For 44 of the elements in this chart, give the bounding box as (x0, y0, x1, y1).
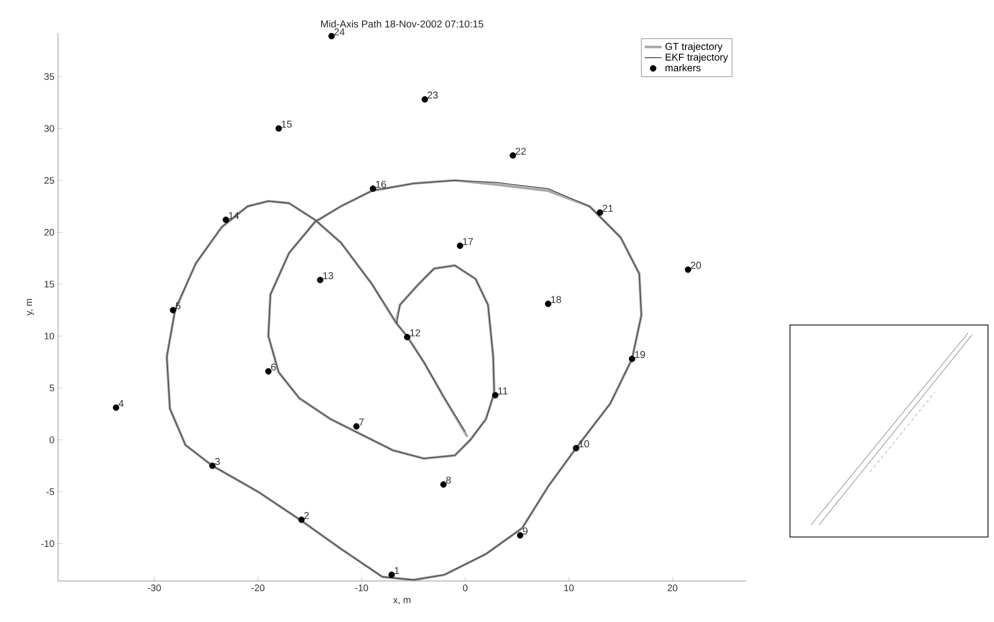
x-tick-label: 0 (462, 584, 468, 592)
annotation: 12 (410, 329, 420, 336)
annotation: 10 (579, 440, 590, 448)
y-tick-label: 20 (44, 228, 54, 236)
annotation: 22 (516, 148, 526, 155)
annotation: 18 (551, 296, 562, 304)
chart-title: Mid-Axis Path 18-Nov-2002 07:10:15 (321, 20, 484, 28)
annotation: 19 (635, 351, 645, 358)
legend-label: markers (666, 64, 701, 72)
legend-label: EKF trajectory (666, 53, 728, 63)
annotation: 2 (304, 512, 309, 519)
x-tick-label: 10 (564, 584, 574, 592)
annotation: 21 (602, 204, 613, 212)
annotation: 15 (282, 120, 292, 128)
legend-label: GT trajectory (665, 42, 722, 52)
annotation: 23 (428, 92, 438, 99)
x-tick-label: -30 (148, 584, 161, 592)
y-axis-title: y, m (26, 299, 34, 316)
y-tick-label: -5 (46, 488, 54, 496)
y-tick-label: 5 (50, 384, 54, 392)
annotation: 6 (271, 363, 276, 371)
annotation: 24 (334, 28, 345, 36)
annotation: 4 (118, 400, 124, 407)
annotation: 13 (323, 272, 334, 280)
x-tick-label: -10 (355, 584, 368, 592)
annotation: 1 (394, 567, 400, 574)
annotation: 7 (359, 418, 364, 426)
annotation: 20 (690, 262, 701, 269)
annotation: 16 (376, 180, 386, 188)
y-tick-label: 25 (44, 177, 54, 184)
x-axis-title: x, m (393, 598, 410, 604)
y-tick-label: 10 (44, 332, 54, 340)
y-tick-label: 35 (44, 73, 54, 80)
annotation: 11 (498, 388, 508, 394)
annotation: 3 (215, 458, 220, 465)
annotation: 9 (522, 527, 528, 535)
y-tick-label: 15 (44, 280, 54, 288)
x-tick-label: -20 (252, 584, 264, 592)
annotation: 8 (446, 476, 451, 484)
y-tick-label: 30 (44, 125, 54, 132)
annotation: 17 (463, 238, 473, 245)
y-tick-label: -10 (41, 540, 54, 547)
x-tick-label: 20 (668, 584, 678, 592)
y-tick-label: 0 (50, 436, 54, 444)
